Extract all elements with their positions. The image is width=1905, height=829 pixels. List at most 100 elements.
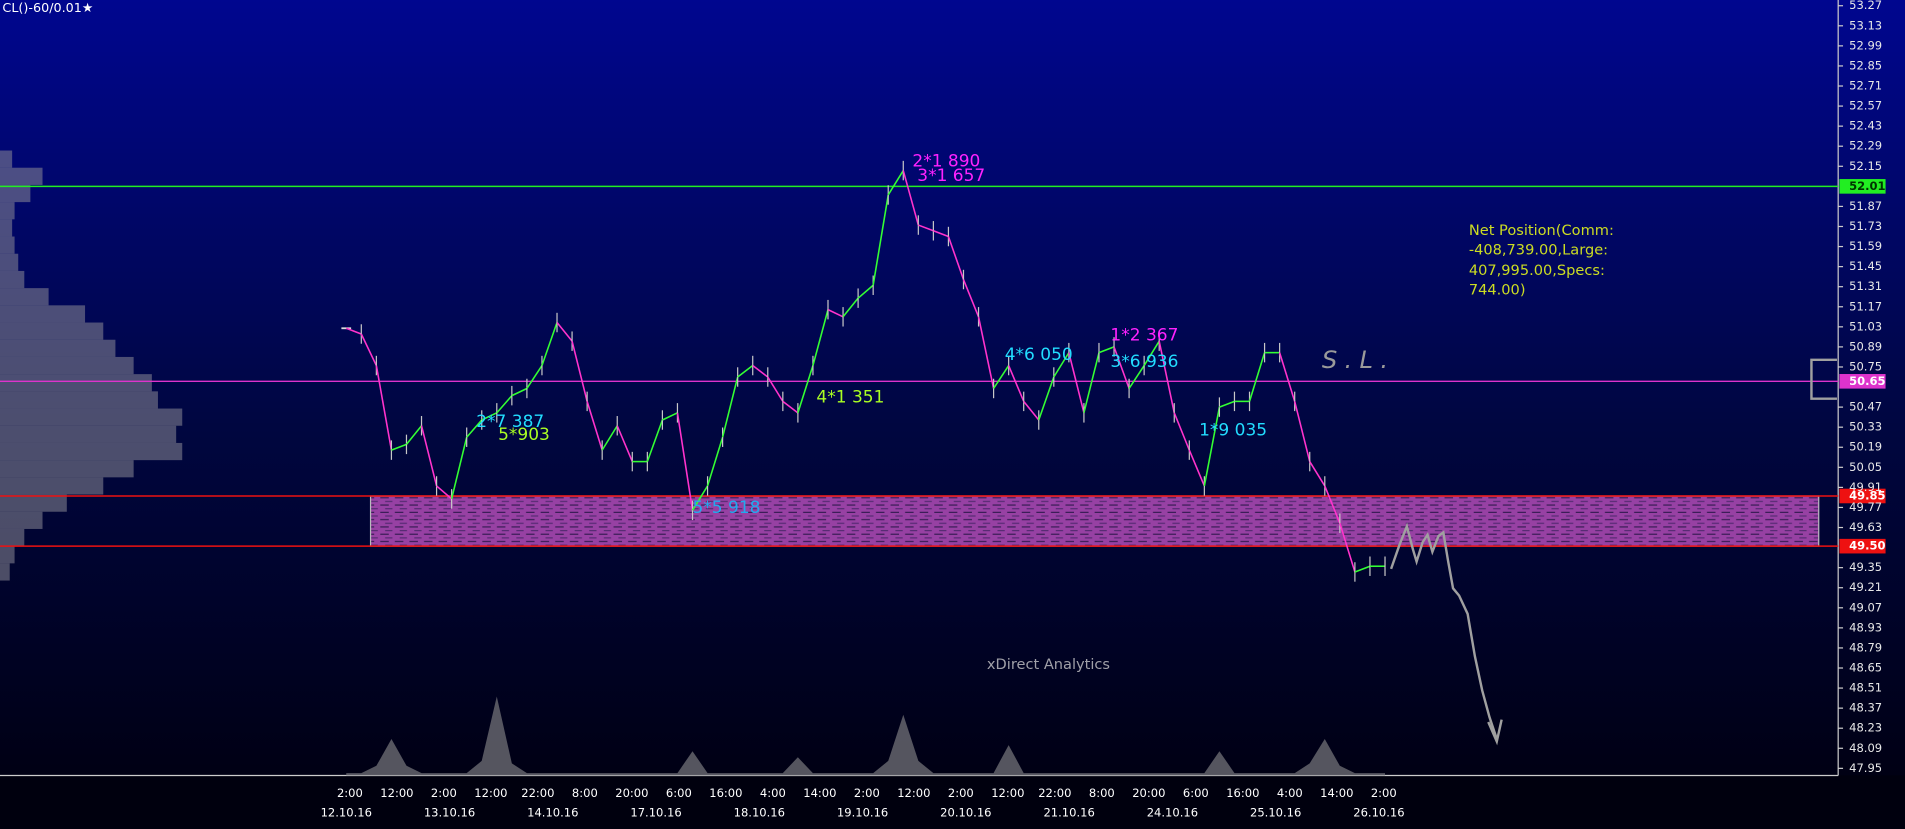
- profile-bar: [0, 167, 43, 185]
- price-segment: [1113, 346, 1130, 389]
- price-segment: [706, 436, 724, 487]
- price-segment: [962, 279, 980, 318]
- y-tick-label: 49.77: [1849, 500, 1882, 514]
- price-segment: [616, 425, 634, 462]
- price-segment: [360, 333, 378, 366]
- annotation: 4*6 050: [1005, 345, 1073, 365]
- profile-bar: [0, 528, 25, 547]
- net-position-line: Net Position(Comm:: [1469, 222, 1614, 239]
- price-segment: [496, 395, 513, 414]
- net-position: Net Position(Comm: -408,739.00,Large: 40…: [1469, 222, 1614, 299]
- hand-drawn-arrow: [1389, 522, 1498, 740]
- price-segment: [1324, 485, 1341, 524]
- profile-bar: [0, 219, 13, 237]
- y-tick-label: 48.23: [1849, 721, 1882, 735]
- x-tick-label: 12:00: [991, 786, 1024, 800]
- price-segment: [1007, 365, 1025, 402]
- x-tick-label: 14:00: [1320, 786, 1353, 800]
- price-segment: [872, 194, 889, 286]
- price-segment: [1023, 400, 1040, 421]
- profile-bar: [0, 184, 31, 203]
- x-tick-label: 2:00: [854, 786, 880, 800]
- x-date-label: 26.10.16: [1353, 806, 1404, 820]
- price-segment: [1278, 352, 1296, 402]
- profile-bar: [0, 236, 15, 254]
- profile-bar: [0, 356, 134, 375]
- profile-bar: [0, 494, 67, 512]
- y-tick-label: 51.73: [1849, 219, 1882, 233]
- level-label: 52.01: [1849, 179, 1885, 193]
- axis: 53.27 53.13 52.99 52.85 52.71 52.57 52.43 52.29…: [321, 0, 1883, 820]
- x-date-label: 18.10.16: [734, 806, 785, 820]
- zone-box: [369, 495, 1820, 547]
- profile-bar: [0, 339, 116, 357]
- annotation: 2*7 387: [476, 412, 544, 432]
- profile-bar: [0, 460, 134, 478]
- price-segment: [857, 284, 874, 299]
- x-date-label: 17.10.16: [630, 806, 681, 820]
- annotation: 4*1 351: [816, 387, 884, 407]
- profile-bar: [0, 270, 25, 289]
- level-marker: [1839, 538, 1886, 554]
- price-segment: [1158, 341, 1176, 414]
- x-date-label: 25.10.16: [1250, 806, 1301, 820]
- price-segment: [436, 485, 453, 500]
- price-segment: [1173, 412, 1191, 451]
- x-tick-label: 22:00: [521, 786, 554, 800]
- price-segment: [797, 365, 814, 414]
- price-segment: [511, 387, 528, 397]
- y-tick-label: 50.89: [1849, 339, 1882, 353]
- price-segment: [1339, 522, 1356, 573]
- price-segment: [646, 419, 664, 462]
- y-tick-label: 51.17: [1849, 299, 1882, 313]
- x-tick-label: 6:00: [1183, 786, 1209, 800]
- y-tick-label: 49.91: [1849, 480, 1882, 494]
- x-tick-label: 2:00: [431, 786, 457, 800]
- y-tick-label: 49.21: [1849, 580, 1882, 594]
- price-segment: [887, 170, 904, 196]
- profile-bar: [0, 546, 15, 564]
- net-position-line: 744.00): [1469, 282, 1526, 299]
- y-tick-label: 51.03: [1849, 319, 1882, 333]
- x-tick-label: 20:00: [615, 786, 648, 800]
- price-segment: [1219, 400, 1235, 408]
- annotation: 3*6 936: [1110, 352, 1178, 372]
- price-segment: [1038, 376, 1055, 421]
- net-position-line: 407,995.00,Specs:: [1469, 262, 1605, 279]
- arrow-head: [1487, 719, 1503, 746]
- y-tick-label: 52.85: [1849, 58, 1882, 72]
- price-segment: [345, 327, 362, 335]
- chart-title: CL()-60/0.01★: [2, 1, 93, 16]
- price-segment: [947, 236, 965, 280]
- profile-bar: [0, 511, 43, 529]
- hand-drawn-bracket: [1810, 358, 1837, 400]
- price-segment: [1053, 352, 1070, 378]
- price-segment: [1203, 406, 1221, 487]
- price-segment: [1293, 401, 1311, 462]
- annotation: 2*1 890: [912, 152, 980, 172]
- y-tick-label: 52.99: [1849, 38, 1882, 52]
- y-tick-label: 50.33: [1849, 420, 1882, 434]
- price-segment: [571, 340, 588, 402]
- y-tick-label: 51.59: [1849, 239, 1882, 253]
- y-tick-label: 49.63: [1849, 520, 1882, 534]
- price-segment: [1309, 461, 1326, 487]
- price-segment: [662, 412, 678, 421]
- profile-bar: [0, 322, 104, 340]
- annotation: 1*2 367: [1110, 325, 1178, 345]
- y-tick-label: 52.15: [1849, 159, 1882, 173]
- annotation: 3*1 657: [917, 166, 985, 186]
- price-segment: [812, 309, 829, 366]
- price-segment: [1188, 449, 1206, 487]
- profile-bar: [0, 391, 158, 409]
- y-tick-label: 48.51: [1849, 681, 1882, 695]
- price-segment: [556, 322, 573, 342]
- level-marker: [1839, 488, 1886, 504]
- price-segment: [1248, 352, 1266, 402]
- profile-bar: [0, 202, 15, 220]
- y-tick-label: 47.95: [1849, 761, 1882, 775]
- price-segment: [601, 425, 618, 451]
- annotation: 1*9 035: [1199, 420, 1267, 440]
- y-tick-label: 52.29: [1849, 139, 1882, 153]
- price-segment: [918, 224, 934, 232]
